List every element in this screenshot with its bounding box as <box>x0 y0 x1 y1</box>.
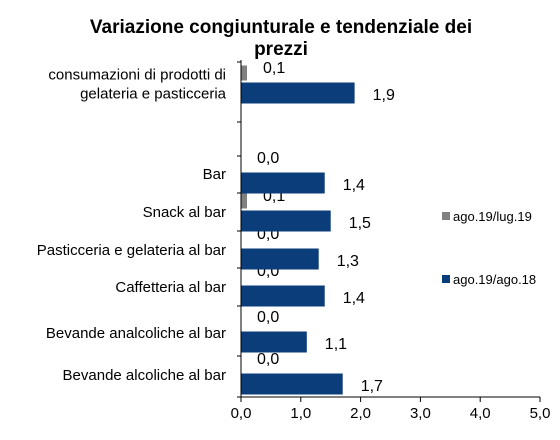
bar-yoy-4 <box>241 285 325 307</box>
y-axis: consumazioni di prodotti di gelateria e p… <box>37 60 242 398</box>
chart-title: Variazione congiunturale e tendenziale d… <box>90 17 472 60</box>
category-label-1: Bar <box>203 166 226 183</box>
bar-yoy-3 <box>241 248 319 270</box>
legend-label-yoy: ago.19/ago.18 <box>453 272 536 287</box>
data-label-mom-0: 0,1 <box>263 60 285 77</box>
bar-mom-0 <box>241 65 247 81</box>
plot-area: 0,10,00,10,00,00,00,01,91,41,51,31,41,11… <box>241 60 395 395</box>
bar-yoy-6 <box>241 373 343 395</box>
legend-swatch-yoy <box>442 275 450 283</box>
legend-swatch-mom <box>442 212 450 220</box>
x-tick-label-1: 1,0 <box>290 405 311 422</box>
category-label-3: Pasticceria e gelateria al bar <box>37 242 226 259</box>
data-label-mom-6: 0,0 <box>257 351 279 368</box>
x-tick-label-5: 5,0 <box>530 405 551 422</box>
data-label-mom-5: 0,0 <box>257 309 279 326</box>
category-label-4: Caffetteria al bar <box>115 279 226 296</box>
data-label-yoy-1: 1,4 <box>343 177 365 194</box>
x-tick-label-2: 2,0 <box>350 405 371 422</box>
category-label-2: Snack al bar <box>143 204 226 221</box>
x-axis: 0,0 1,0 2,0 3,0 4,0 5,0 <box>231 396 551 422</box>
bar-yoy-1 <box>241 172 325 194</box>
data-label-yoy-2: 1,5 <box>349 215 371 232</box>
x-tick-label-4: 4,0 <box>470 405 491 422</box>
category-label-0-line-0: consumazioni di prodotti di <box>48 67 226 84</box>
category-label-6: Bevande alcoliche al bar <box>63 367 226 384</box>
x-tick-label-3: 3,0 <box>410 405 431 422</box>
chart-title-line-2: prezzi <box>254 39 308 60</box>
category-label-5: Bevande analcoliche al bar <box>46 325 226 342</box>
category-label-0-line-1: gelateria e pasticceria <box>80 86 227 103</box>
bar-mom-2 <box>241 193 247 209</box>
legend: ago.19/lug.19 ago.19/ago.18 <box>442 209 536 287</box>
bar-yoy-2 <box>241 210 331 232</box>
data-label-yoy-6: 1,7 <box>361 378 383 395</box>
bar-yoy-0 <box>241 82 355 104</box>
data-label-yoy-4: 1,4 <box>343 290 365 307</box>
data-label-yoy-5: 1,1 <box>325 336 347 353</box>
data-label-mom-1: 0,0 <box>257 150 279 167</box>
chart-title-line-1: Variazione congiunturale e tendenziale d… <box>90 17 472 38</box>
legend-label-mom: ago.19/lug.19 <box>453 209 532 224</box>
bar-yoy-5 <box>241 331 307 353</box>
data-label-yoy-0: 1,9 <box>373 87 395 104</box>
data-label-yoy-3: 1,3 <box>337 253 359 270</box>
x-tick-label-0: 0,0 <box>231 405 252 422</box>
